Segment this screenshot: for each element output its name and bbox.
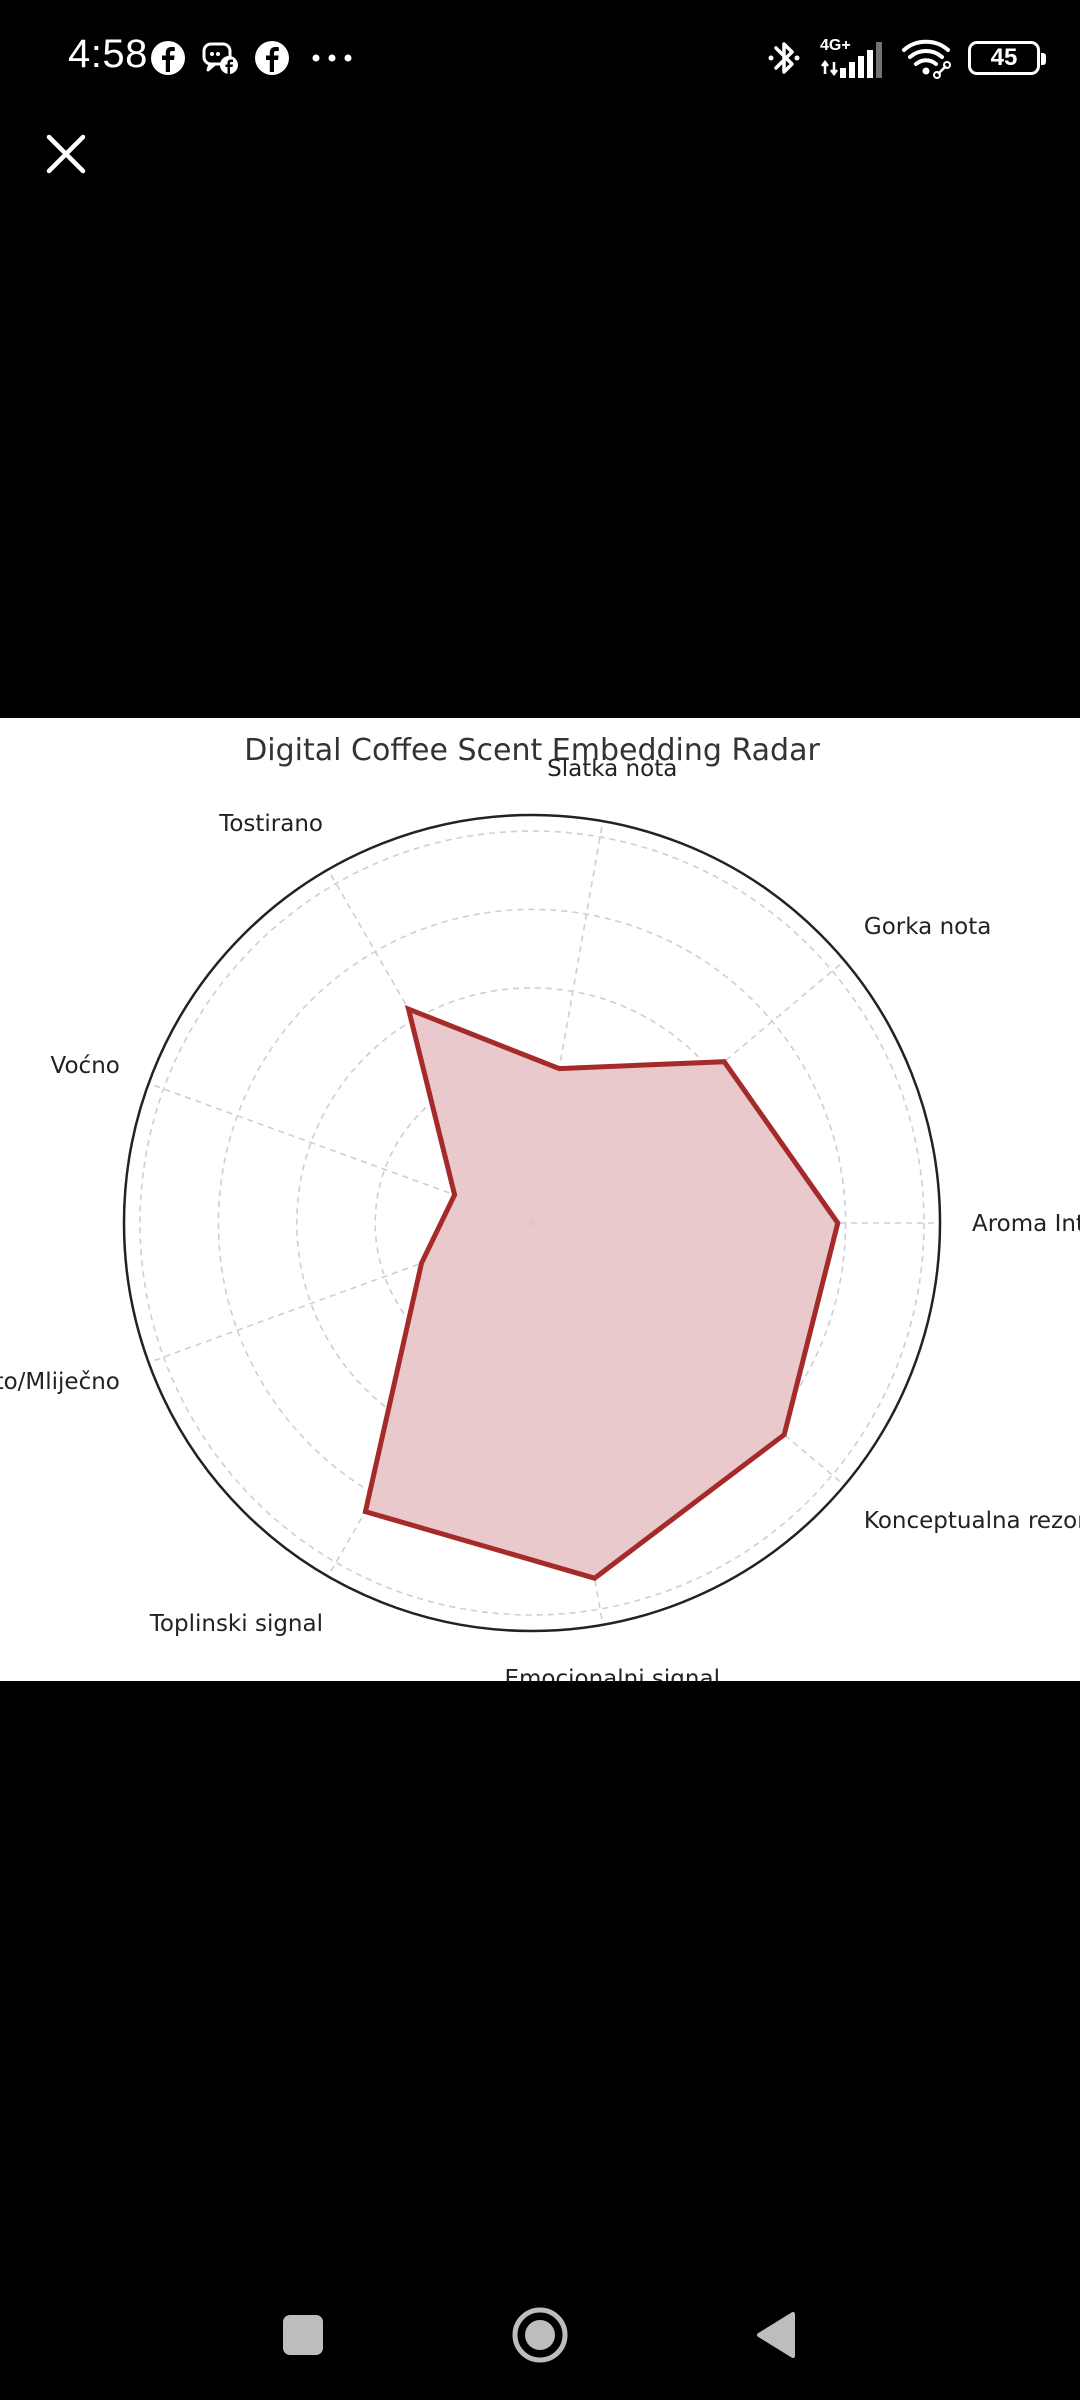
cellular-signal: 4G+: [818, 36, 884, 80]
back-triangle-icon: [757, 2312, 795, 2358]
facebook-icon: [255, 41, 289, 75]
close-button[interactable]: [36, 124, 96, 184]
status-time: 4:58: [68, 32, 148, 76]
bluetooth-icon: [768, 42, 800, 74]
axis-label: Tostirano: [218, 811, 323, 837]
radar-frame: [122, 813, 942, 1633]
navigation-bar: [0, 2280, 1080, 2390]
axis-label: Aroma Intenzitet: [972, 1211, 1080, 1237]
recents-button[interactable]: [268, 2300, 338, 2370]
network-type-label: 4G+: [820, 37, 851, 54]
facebook-icon: [151, 41, 185, 75]
more-notifications-icon: [312, 54, 352, 62]
axis-label: Emocionalni signal: [504, 1666, 720, 1681]
signal-bars-icon: [840, 42, 882, 78]
home-circle-icon: [512, 2307, 568, 2363]
axis-label: Gorka nota: [864, 914, 991, 940]
close-icon: [46, 134, 86, 174]
series-polygon: [362, 1004, 841, 1581]
radar-series: [362, 1004, 841, 1581]
square-icon: [283, 2315, 323, 2355]
axis-label: Slatka nota: [547, 756, 677, 782]
data-arrows-icon: [821, 60, 838, 76]
back-button[interactable]: [741, 2300, 811, 2370]
axis-label: Voćno: [51, 1053, 120, 1079]
notification-icons: [148, 38, 364, 78]
grid-ring: [139, 830, 925, 1616]
radar-labels: Aroma Intenzitet Gorka nota Slatka nota Tos…: [0, 756, 1080, 1681]
messenger-facebook-icon: [202, 42, 238, 74]
image-viewer: Digital Coffee Scent Embedding Radar Aro…: [0, 718, 1080, 1681]
status-icons: 4G+ 45: [766, 36, 1046, 80]
battery-indicator: 45: [968, 41, 1046, 75]
axis-label: Konceptualna rezonanca: [864, 1508, 1080, 1534]
axis-label: Toplinski signal: [149, 1611, 323, 1637]
home-button[interactable]: [505, 2300, 575, 2370]
radar-chart: Digital Coffee Scent Embedding Radar Aro…: [0, 733, 1080, 1681]
wifi-icon: [902, 39, 951, 79]
axis-label: Kremasto/Mliječno: [0, 1369, 120, 1395]
status-bar: 4:58 4G+: [0, 0, 1080, 120]
chart-title: Digital Coffee Scent Embedding Radar: [244, 733, 820, 768]
